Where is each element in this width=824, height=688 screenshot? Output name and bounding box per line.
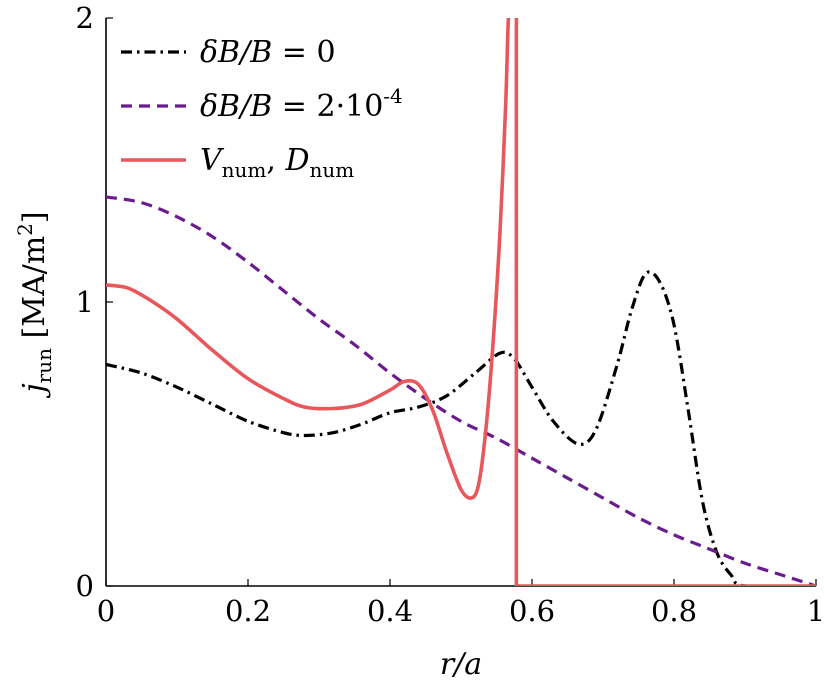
y-ticks: 0 1 2 (76, 1, 113, 603)
svg-text:jrun [MA/m2]: jrun [MA/m2] (13, 211, 56, 398)
x-ticks: 0 0.2 0.4 0.6 0.8 1 (97, 579, 824, 628)
x-tick-label: 0 (97, 594, 115, 628)
x-tick-label: 0.2 (225, 594, 271, 628)
legend-label-dbb-2e-4: δB/B = 2·10-4 (200, 84, 403, 124)
series-line-dbb-2e-4 (105, 195, 816, 586)
legend-lhs-1: δB/B = (200, 89, 316, 124)
x-tick-label: 0.4 (367, 594, 413, 628)
x-tick-label: 1 (807, 594, 824, 628)
legend-label-vnum-dnum: Vnum, Dnum (200, 143, 354, 182)
legend-lhs-0: δB/B = (200, 35, 316, 70)
y-tick-label: 0 (76, 569, 94, 603)
x-tick-label: 0.6 (509, 594, 555, 628)
series-line-vnum-dnum (105, 18, 816, 586)
legend-item-dbb-2e-4: δB/B = 2·10-4 (121, 84, 403, 124)
legend-label-dbb-zero: δB/B = 0 (200, 35, 336, 70)
legend-rhs-1: 2·10 (316, 89, 383, 124)
y-axis-label: jrun [MA/m2] (13, 211, 56, 398)
legend-item-dbb-zero: δB/B = 0 (121, 35, 336, 70)
x-axis-label: r/a (440, 647, 482, 682)
legend-sup-1: -4 (383, 84, 402, 108)
legend: δB/B = 0 δB/B = 2·10-4 Vnum, Dnum (121, 35, 403, 182)
y-tick-label: 2 (76, 1, 94, 35)
y-tick-label: 1 (76, 285, 94, 319)
legend-item-vnum-dnum: Vnum, Dnum (121, 143, 354, 182)
series-layer (105, 18, 816, 586)
series-line-dbb-zero (105, 270, 816, 586)
x-tick-label: 0.8 (651, 594, 697, 628)
legend-rhs-0: 0 (316, 35, 335, 70)
